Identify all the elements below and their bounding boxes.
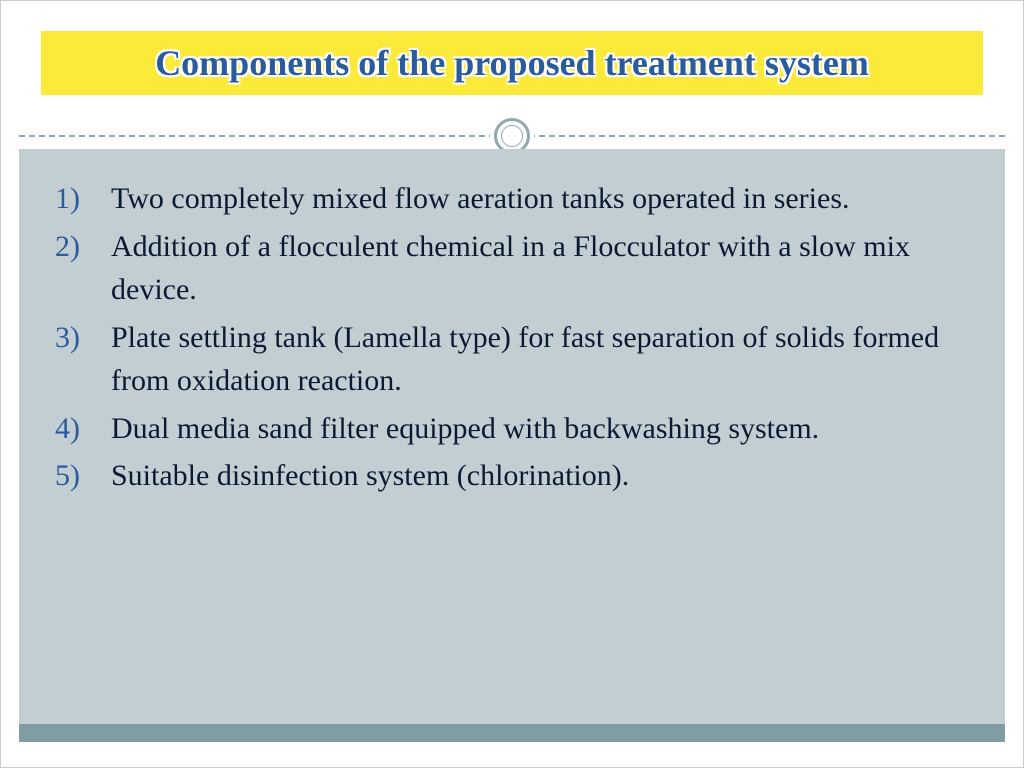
list-item: Two completely mixed flow aeration tanks…	[49, 177, 975, 221]
content-list: Two completely mixed flow aeration tanks…	[49, 177, 975, 498]
list-item: Plate settling tank (Lamella type) for f…	[49, 316, 975, 403]
list-item: Dual media sand filter equipped with bac…	[49, 407, 975, 451]
list-item: Suitable disinfection system (chlorinati…	[49, 454, 975, 498]
body-panel: Two completely mixed flow aeration tanks…	[19, 149, 1005, 742]
slide-title: Components of the proposed treatment sys…	[155, 42, 869, 84]
bottom-accent-bar	[19, 724, 1005, 742]
list-item: Addition of a flocculent chemical in a F…	[49, 225, 975, 312]
slide: Components of the proposed treatment sys…	[0, 0, 1024, 768]
title-band: Components of the proposed treatment sys…	[41, 31, 983, 95]
